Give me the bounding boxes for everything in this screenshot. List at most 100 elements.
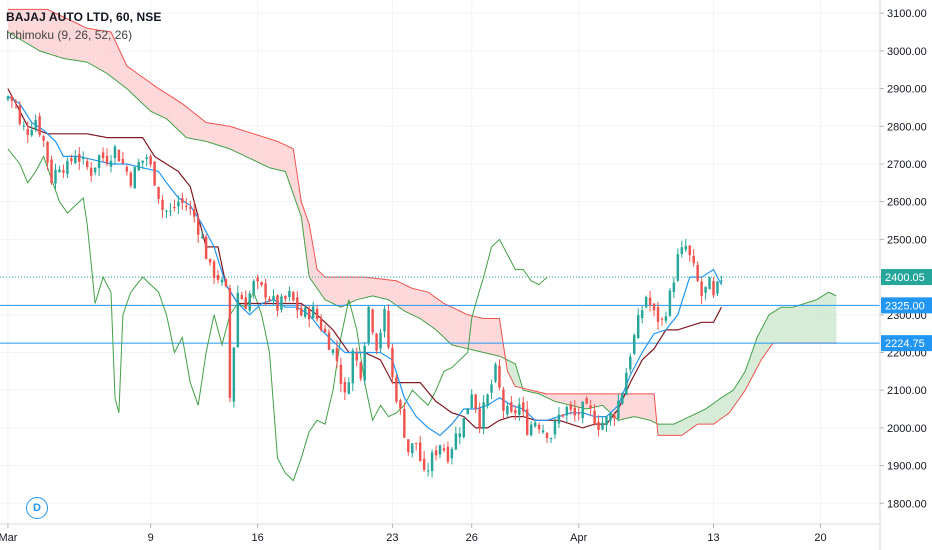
candle-body [696,264,699,281]
candle-body [660,318,664,320]
candle-body [462,418,466,438]
candle-body [268,298,271,301]
x-tick-label-1: 9 [148,532,154,544]
candle-body [692,255,695,264]
cloud-segment [697,410,702,425]
cloud-segment [443,303,448,342]
candle-body [561,414,565,417]
cloud-segment [483,318,488,354]
cloud-segment [221,125,226,148]
cloud-segment [293,148,298,206]
candle-body [418,442,422,461]
cloud-segment [313,246,318,289]
candle-body [177,201,180,207]
cloud-segment [804,302,809,344]
candle-body [617,400,620,419]
cloud-segment [685,416,690,433]
cloud-segment [796,304,801,344]
d-button[interactable]: D [26,497,48,519]
cloud-segment [142,77,147,108]
cloud-segment [832,294,837,344]
candle-body [189,207,192,209]
cloud-segment [321,273,326,300]
cloud-segment [206,122,211,143]
candle-body [185,206,188,208]
cloud-segment [103,30,108,74]
cloud-segment [233,127,238,153]
y-tick-label-10: 2100.00 [887,385,927,397]
cloud-segment [507,360,512,379]
cloud-segment [360,277,365,299]
cloud-segment [43,9,48,54]
cloud-segment [281,143,286,172]
candle-body [315,308,319,320]
candle-body [625,372,628,396]
candle-body [383,308,386,332]
cloud-segment [253,133,258,163]
cloud-segment [574,393,579,408]
cloud-segment [170,96,175,127]
cloud-segment [91,28,96,67]
cloud-segment [356,277,361,300]
chart-title: BAJAJ AUTO LTD, 60, NSE [6,10,162,24]
candle-body [22,125,26,127]
candle-body [133,167,137,189]
cloud-segment [408,286,413,315]
y-tick-label-3: 2800.00 [887,121,927,133]
candle-body [212,261,216,279]
candle-body [458,433,462,438]
cloud-segment [713,400,718,425]
candle-body [363,345,366,381]
candle-body [720,280,723,282]
candle-body [438,445,442,455]
cloud-segment [162,91,167,119]
candle-body [319,318,323,330]
price-label-bg-0 [881,269,932,286]
candle-body [236,292,240,348]
candle-body [490,384,493,393]
cloud-segment [416,289,421,319]
candle-body [74,156,77,164]
candle-body [605,416,608,426]
cloud-segment [677,420,682,436]
candle-body [58,169,61,173]
candle-body [640,310,644,319]
cloud-segment [428,292,433,328]
candle-body [525,409,529,435]
x-tick-label-5: Apr [570,532,587,544]
cloud-segment [455,309,460,347]
candle-body [533,422,537,427]
candle-body [478,408,481,428]
cloud-segment [447,305,452,345]
candle-body [593,410,596,425]
cloud-segment [471,315,476,351]
cloud-segment [634,393,639,418]
candle-body [403,408,406,438]
indicator-legend[interactable]: Ichimoku (9, 26, 52, 26) [6,28,133,42]
candle-body [668,290,672,316]
cloud-segment [792,305,797,344]
y-tick-label-13: 1800.00 [887,498,927,510]
candle-body [129,172,133,186]
cloud-segment [59,15,64,59]
cloud-segment [380,278,385,299]
candle-body [6,96,10,100]
candle-body [82,157,85,160]
candle-body [652,303,656,311]
candle-body [153,161,156,186]
cloud-segment [665,424,670,436]
cloud-segment [558,393,563,404]
x-tick-label-7: 20 [814,532,826,544]
cloud-segment [138,74,143,104]
candle-body [66,160,69,175]
cloud-segment [384,279,389,300]
candle-body [165,210,168,212]
cloud-segment [412,288,417,317]
candle-body [137,162,140,171]
candle-body [50,159,53,184]
cloud-segment [47,9,52,55]
cloud-segment [325,277,330,302]
candle-body [276,295,279,311]
y-tick-label-2: 2900.00 [887,84,927,96]
